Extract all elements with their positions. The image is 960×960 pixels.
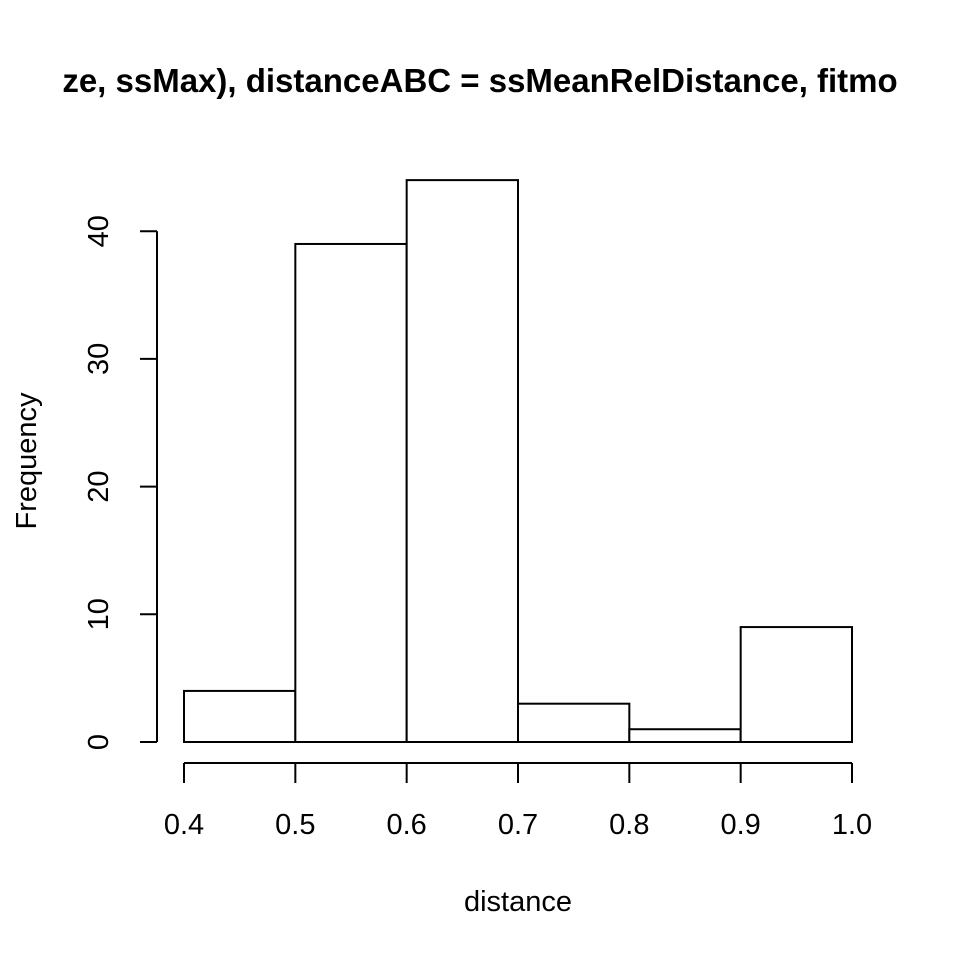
y-tick-label: 40 bbox=[83, 215, 115, 247]
histogram-bar bbox=[517, 702, 631, 744]
x-tick-label: 0.4 bbox=[164, 809, 204, 841]
x-tick-label: 0.5 bbox=[275, 809, 315, 841]
y-tick-label: 20 bbox=[83, 470, 115, 502]
x-axis: 0.4 0.5 0.6 0.7 0.8 0.9 1.0 bbox=[164, 762, 872, 841]
chart-title: ze, ssMax), distanceABC = ssMeanRelDista… bbox=[62, 62, 897, 99]
y-tick-label: 30 bbox=[83, 343, 115, 375]
bars-layer bbox=[183, 179, 854, 744]
y-axis: 0 10 20 30 40 bbox=[83, 215, 158, 750]
histogram-bar bbox=[294, 242, 408, 743]
y-tick-label: 10 bbox=[83, 598, 115, 630]
histogram-bar bbox=[628, 728, 742, 743]
x-tick-label: 1.0 bbox=[832, 809, 872, 841]
x-tick-label: 0.9 bbox=[721, 809, 761, 841]
x-axis-title: distance bbox=[464, 886, 572, 918]
histogram-bar bbox=[739, 626, 854, 744]
y-axis-title: Frequency bbox=[11, 392, 43, 530]
histogram-bar bbox=[183, 689, 297, 743]
x-tick-label: 0.6 bbox=[387, 809, 427, 841]
histogram-bar bbox=[405, 179, 519, 743]
x-tick-label: 0.8 bbox=[609, 809, 649, 841]
y-tick-label: 0 bbox=[83, 734, 115, 750]
x-tick-label: 0.7 bbox=[498, 809, 538, 841]
